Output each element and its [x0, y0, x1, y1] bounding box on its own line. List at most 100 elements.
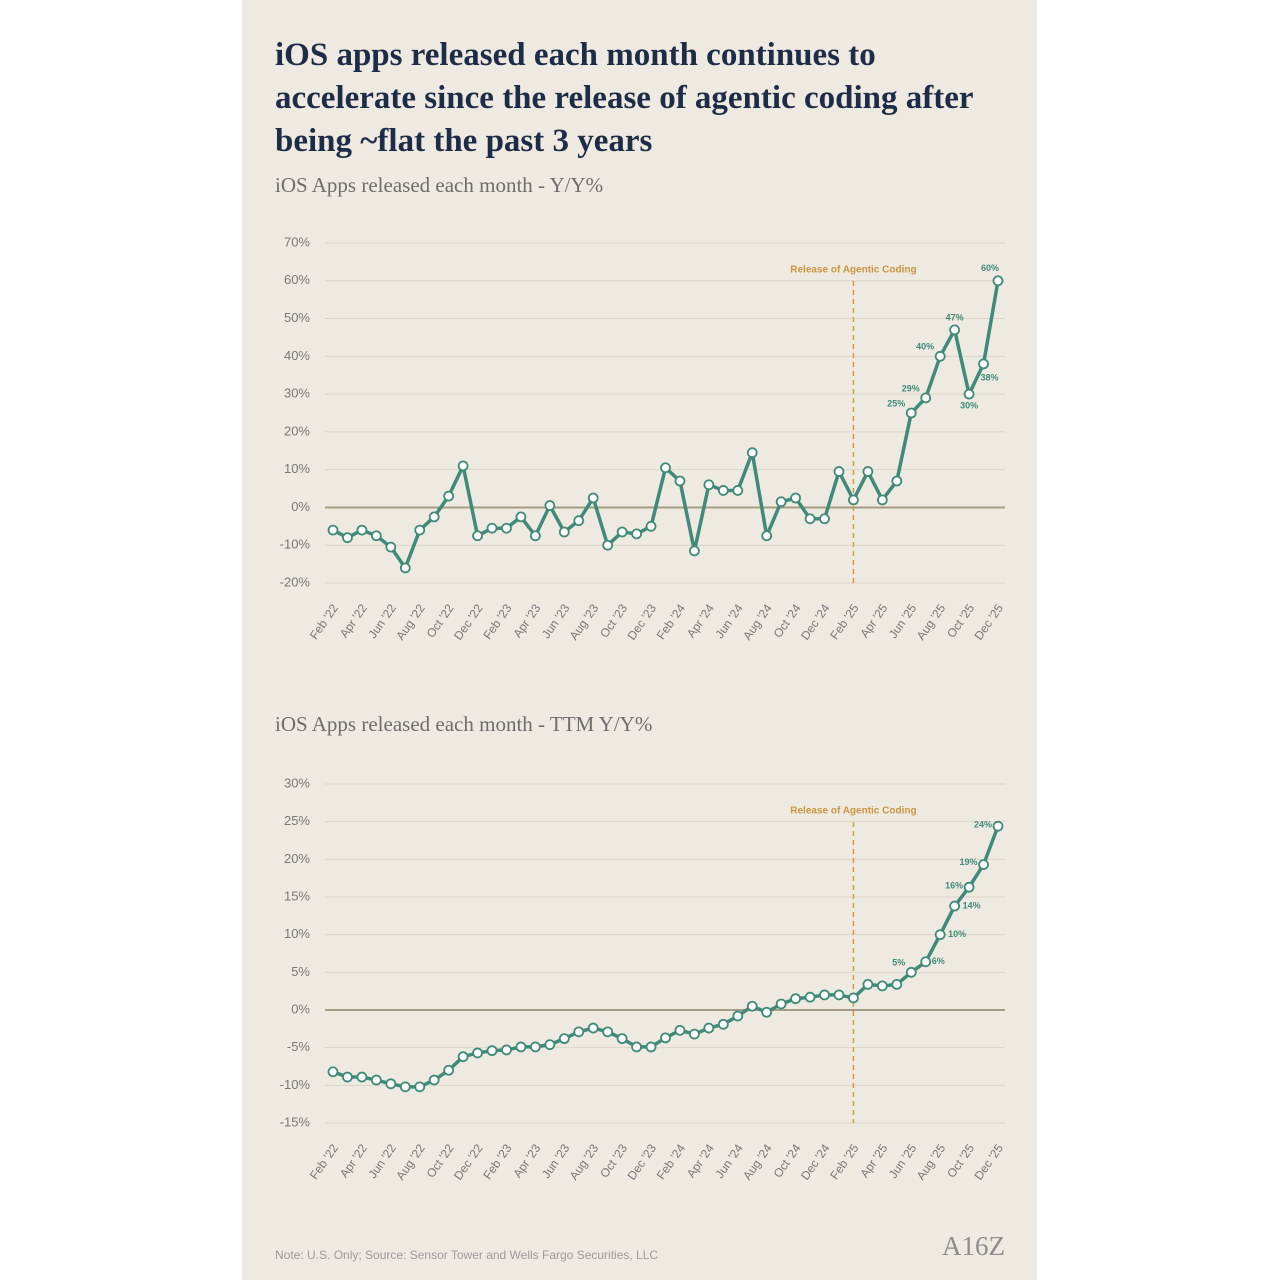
x-tick-label: Aug '22: [393, 601, 428, 642]
data-label: 5%: [892, 958, 905, 968]
data-point: [862, 466, 874, 477]
data-point: [978, 859, 989, 871]
x-tick-label: Feb '25: [827, 1141, 861, 1182]
data-point: [674, 475, 686, 487]
data-point: [616, 1033, 628, 1045]
x-tick-label: Dec '24: [798, 1141, 833, 1182]
x-tick-label: Aug '23: [567, 1141, 602, 1182]
x-tick-label: Apr '24: [684, 601, 717, 640]
data-point: [660, 462, 671, 474]
x-tick-label: Apr '25: [857, 601, 890, 640]
chart-subtitle: iOS Apps released each month - TTM Y/Y%: [275, 712, 652, 736]
data-line: [332, 280, 1000, 570]
data-label: 10%: [948, 929, 966, 939]
x-tick-label: Apr '22: [337, 601, 370, 640]
data-point: [746, 1000, 758, 1012]
data-point: [660, 1032, 671, 1044]
data-point: [689, 1028, 700, 1040]
data-label: 14%: [963, 900, 981, 910]
data-point: [616, 526, 628, 538]
x-tick-label: Apr '23: [510, 1141, 543, 1180]
x-tick-label: Dec '22: [451, 1141, 486, 1182]
data-point: [689, 545, 700, 557]
data-point: [717, 485, 729, 496]
data-point: [848, 494, 859, 506]
data-label: 47%: [946, 312, 964, 322]
y-tick-label: -15%: [280, 1114, 311, 1129]
data-point: [385, 1078, 397, 1090]
data-point: [342, 1071, 353, 1083]
x-tick-label: Apr '25: [857, 1141, 890, 1180]
data-point: [876, 494, 888, 506]
y-tick-label: 60%: [284, 272, 310, 287]
y-tick-label: -10%: [280, 537, 311, 552]
data-point: [920, 392, 932, 404]
x-tick-label: Aug '23: [567, 601, 602, 642]
y-tick-label: 0%: [291, 1001, 310, 1016]
x-tick-label: Aug '25: [914, 1141, 949, 1182]
data-point: [833, 466, 845, 477]
x-tick-label: Dec '24: [798, 601, 833, 642]
data-point: [732, 1010, 744, 1022]
data-point: [428, 1074, 440, 1086]
y-tick-label: -20%: [280, 574, 311, 589]
data-point: [385, 541, 397, 553]
y-tick-label: 30%: [284, 386, 310, 401]
data-point: [587, 1022, 599, 1034]
data-label: 60%: [981, 263, 999, 273]
data-point: [963, 881, 975, 893]
data-point: [501, 522, 512, 534]
y-tick-label: 20%: [284, 851, 310, 866]
x-tick-label: Feb '22: [307, 601, 341, 642]
x-tick-label: Apr '24: [684, 1141, 717, 1180]
x-tick-label: Aug '24: [740, 1141, 775, 1182]
data-point: [356, 524, 368, 536]
data-label: 19%: [960, 857, 978, 867]
data-point: [992, 820, 1004, 832]
data-label: 40%: [916, 342, 934, 352]
data-point: [631, 1041, 642, 1053]
data-point: [414, 1081, 426, 1093]
data-point: [529, 530, 541, 542]
data-point: [775, 998, 787, 1010]
data-point: [761, 1006, 773, 1018]
data-point: [833, 989, 845, 1001]
data-point: [761, 530, 773, 542]
x-tick-label: Feb '24: [654, 1141, 688, 1182]
x-tick-label: Dec '23: [625, 601, 660, 642]
x-tick-label: Apr '23: [510, 601, 543, 640]
data-point: [862, 978, 874, 990]
y-tick-label: 15%: [284, 888, 310, 903]
y-tick-label: 20%: [284, 423, 310, 438]
data-point: [399, 1081, 411, 1093]
data-label: 29%: [902, 383, 920, 393]
data-label: 24%: [974, 820, 992, 830]
annotation-label: Release of Agentic Coding: [790, 806, 916, 817]
y-tick-label: 0%: [291, 499, 310, 514]
data-point: [342, 532, 353, 544]
data-point: [790, 993, 802, 1005]
data-point: [876, 980, 888, 992]
data-point: [848, 992, 859, 1004]
data-label: 25%: [887, 398, 905, 408]
data-point: [544, 1039, 556, 1051]
data-point: [573, 1026, 585, 1038]
data-point: [501, 1044, 512, 1056]
y-tick-label: 10%: [284, 461, 310, 476]
x-tick-label: Aug '22: [393, 1141, 428, 1182]
data-point: [327, 524, 339, 536]
data-point: [963, 388, 975, 400]
data-point: [775, 496, 787, 508]
x-tick-label: Aug '25: [914, 601, 949, 642]
data-point: [978, 358, 989, 370]
logo: A16Z: [942, 1231, 1005, 1261]
data-point: [443, 1064, 455, 1076]
x-tick-label: Feb '24: [654, 601, 688, 642]
data-point: [732, 485, 744, 496]
data-point: [472, 1047, 483, 1059]
data-point: [486, 1045, 498, 1057]
data-point: [920, 956, 932, 968]
data-point: [790, 492, 802, 504]
data-point: [515, 1041, 527, 1053]
data-point: [934, 929, 946, 941]
